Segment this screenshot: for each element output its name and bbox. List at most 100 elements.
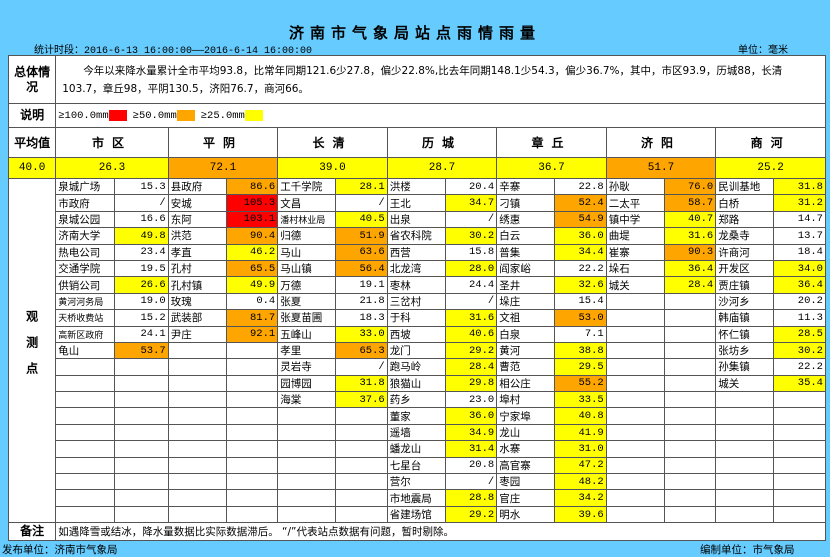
station-name: 曲堤 [605,227,665,245]
station-rainfall: 35.4 [773,374,826,393]
summary-label: 总体情况 [7,55,57,104]
station-name: 万德 [277,276,337,294]
station-name: 营尔 [386,473,446,491]
station-name [715,473,775,491]
station-rainfall: 29.2 [444,505,498,524]
station-name [605,391,665,409]
station-name [167,423,227,442]
station-name [605,407,665,425]
legend-text: ≥25.0mm [200,110,245,122]
station-name: 枣园 [496,473,556,491]
station-rainfall: 15.3 [114,177,169,196]
district-header: 济阳 [605,127,717,158]
station-rainfall: 29.5 [554,358,607,376]
station-rainfall: 19.0 [114,292,169,311]
station-rainfall [225,440,279,458]
station-rainfall: 20.4 [444,177,498,196]
station-rainfall [663,391,717,409]
station-name: 蟠龙山 [386,440,446,458]
legend-text: ≥50.0mm [132,110,177,122]
station-rainfall: 13.7 [773,227,826,245]
station-rainfall: 28.5 [773,325,826,343]
table-row: 园博园 31.8 狼猫山 29.8 相公庄 55.2 城关 35.4 [9,374,826,393]
station-name: 西营 [386,243,446,261]
station-name [277,440,337,458]
station-rainfall [335,473,388,491]
station-rainfall: / [444,210,498,229]
station-name: 枣林 [386,276,446,294]
station-rainfall [225,489,279,507]
station-rainfall [225,341,279,360]
station-rainfall [225,423,279,442]
station-name [715,423,775,442]
station-rainfall: 36.0 [444,407,498,425]
district-header-row: 平均值 市区 平阴 长清 历城 章丘 济阳 商河 [7,127,826,158]
station-rainfall: 40.5 [335,210,388,229]
station-name: 明水 [496,505,556,524]
publisher: 发布单位：济南市气象局 [2,544,118,556]
station-rainfall [663,489,717,507]
district-header: 长清 [277,127,388,158]
station-rainfall [114,473,169,491]
station-name [167,473,227,491]
station-rainfall: 21.8 [335,292,388,311]
district-average: 72.1 [167,157,279,179]
station-name: 埠村 [496,391,556,409]
station-rainfall [114,374,169,393]
station-name [167,407,227,425]
station-rainfall: / [444,292,498,311]
station-name: 相公庄 [496,374,556,393]
station-rainfall: 15.8 [444,243,498,261]
station-rainfall [225,391,279,409]
station-name: 药乡 [386,391,446,409]
station-rainfall: 23.4 [114,243,169,261]
station-name: 龙门 [386,341,446,360]
station-name: 园博园 [277,374,337,393]
station-rainfall: 36.4 [663,259,717,278]
station-rainfall [335,489,388,507]
station-name: 开发区 [715,259,775,278]
station-name: 郑路 [715,210,775,229]
unit-label: 单位：毫米 [738,45,788,56]
station-name: 马山 [277,243,337,261]
station-name: 龟山 [55,341,116,360]
station-name: 阎家峪 [496,259,556,278]
station-rainfall: 22.2 [554,259,607,278]
station-rainfall: 90.3 [663,243,717,261]
station-name [605,440,665,458]
legend-swatch [108,109,127,121]
station-rainfall: 14.7 [773,210,826,229]
station-name [55,505,116,524]
average-label: 平均值 [7,127,57,158]
district-header: 章丘 [496,127,607,158]
station-rainfall: 76.0 [663,177,717,196]
note-row: 备注 如遇降雪或结冰，降水量数据比实际数据滞后。 “/”代表站点数据有问题，暂时剔… [7,522,826,542]
page-title: 济南市气象局站点雨情雨量 [288,24,541,42]
station-rainfall [773,440,826,458]
station-rainfall: 48.2 [554,473,607,491]
station-name [605,374,665,393]
station-rainfall: 53.7 [114,341,169,360]
station-rainfall [225,505,279,524]
station-rainfall [335,440,388,458]
station-name [167,341,227,360]
station-name: 孙集镇 [715,358,775,376]
station-name [715,440,775,458]
station-rainfall: 33.0 [335,325,388,343]
station-name: 张夏苗圃 [277,309,337,327]
station-rainfall: 53.0 [554,309,607,327]
station-name: 官庄 [496,489,556,507]
statistics-period: 统计时段：2016-6-13 16:00:00——2016-6-14 16:00… [34,46,313,57]
table-row: 高新区政府 24.1 尹庄 92.1 五峰山 33.0 西坡 40.6 白泉 7.1 怀仁镇 28.5 [9,325,826,343]
station-name [715,505,775,524]
station-name [605,505,665,524]
station-rainfall [225,374,279,393]
station-rainfall: 31.2 [773,194,826,212]
station-rainfall: 36.4 [773,276,826,294]
station-rainfall: 29.2 [444,341,498,360]
station-name: 供销公司 [55,276,116,294]
station-rainfall: 39.6 [554,505,607,524]
station-name: 宁家埠 [496,407,556,425]
station-name: 董家 [386,407,446,425]
station-name: 于科 [386,309,446,327]
